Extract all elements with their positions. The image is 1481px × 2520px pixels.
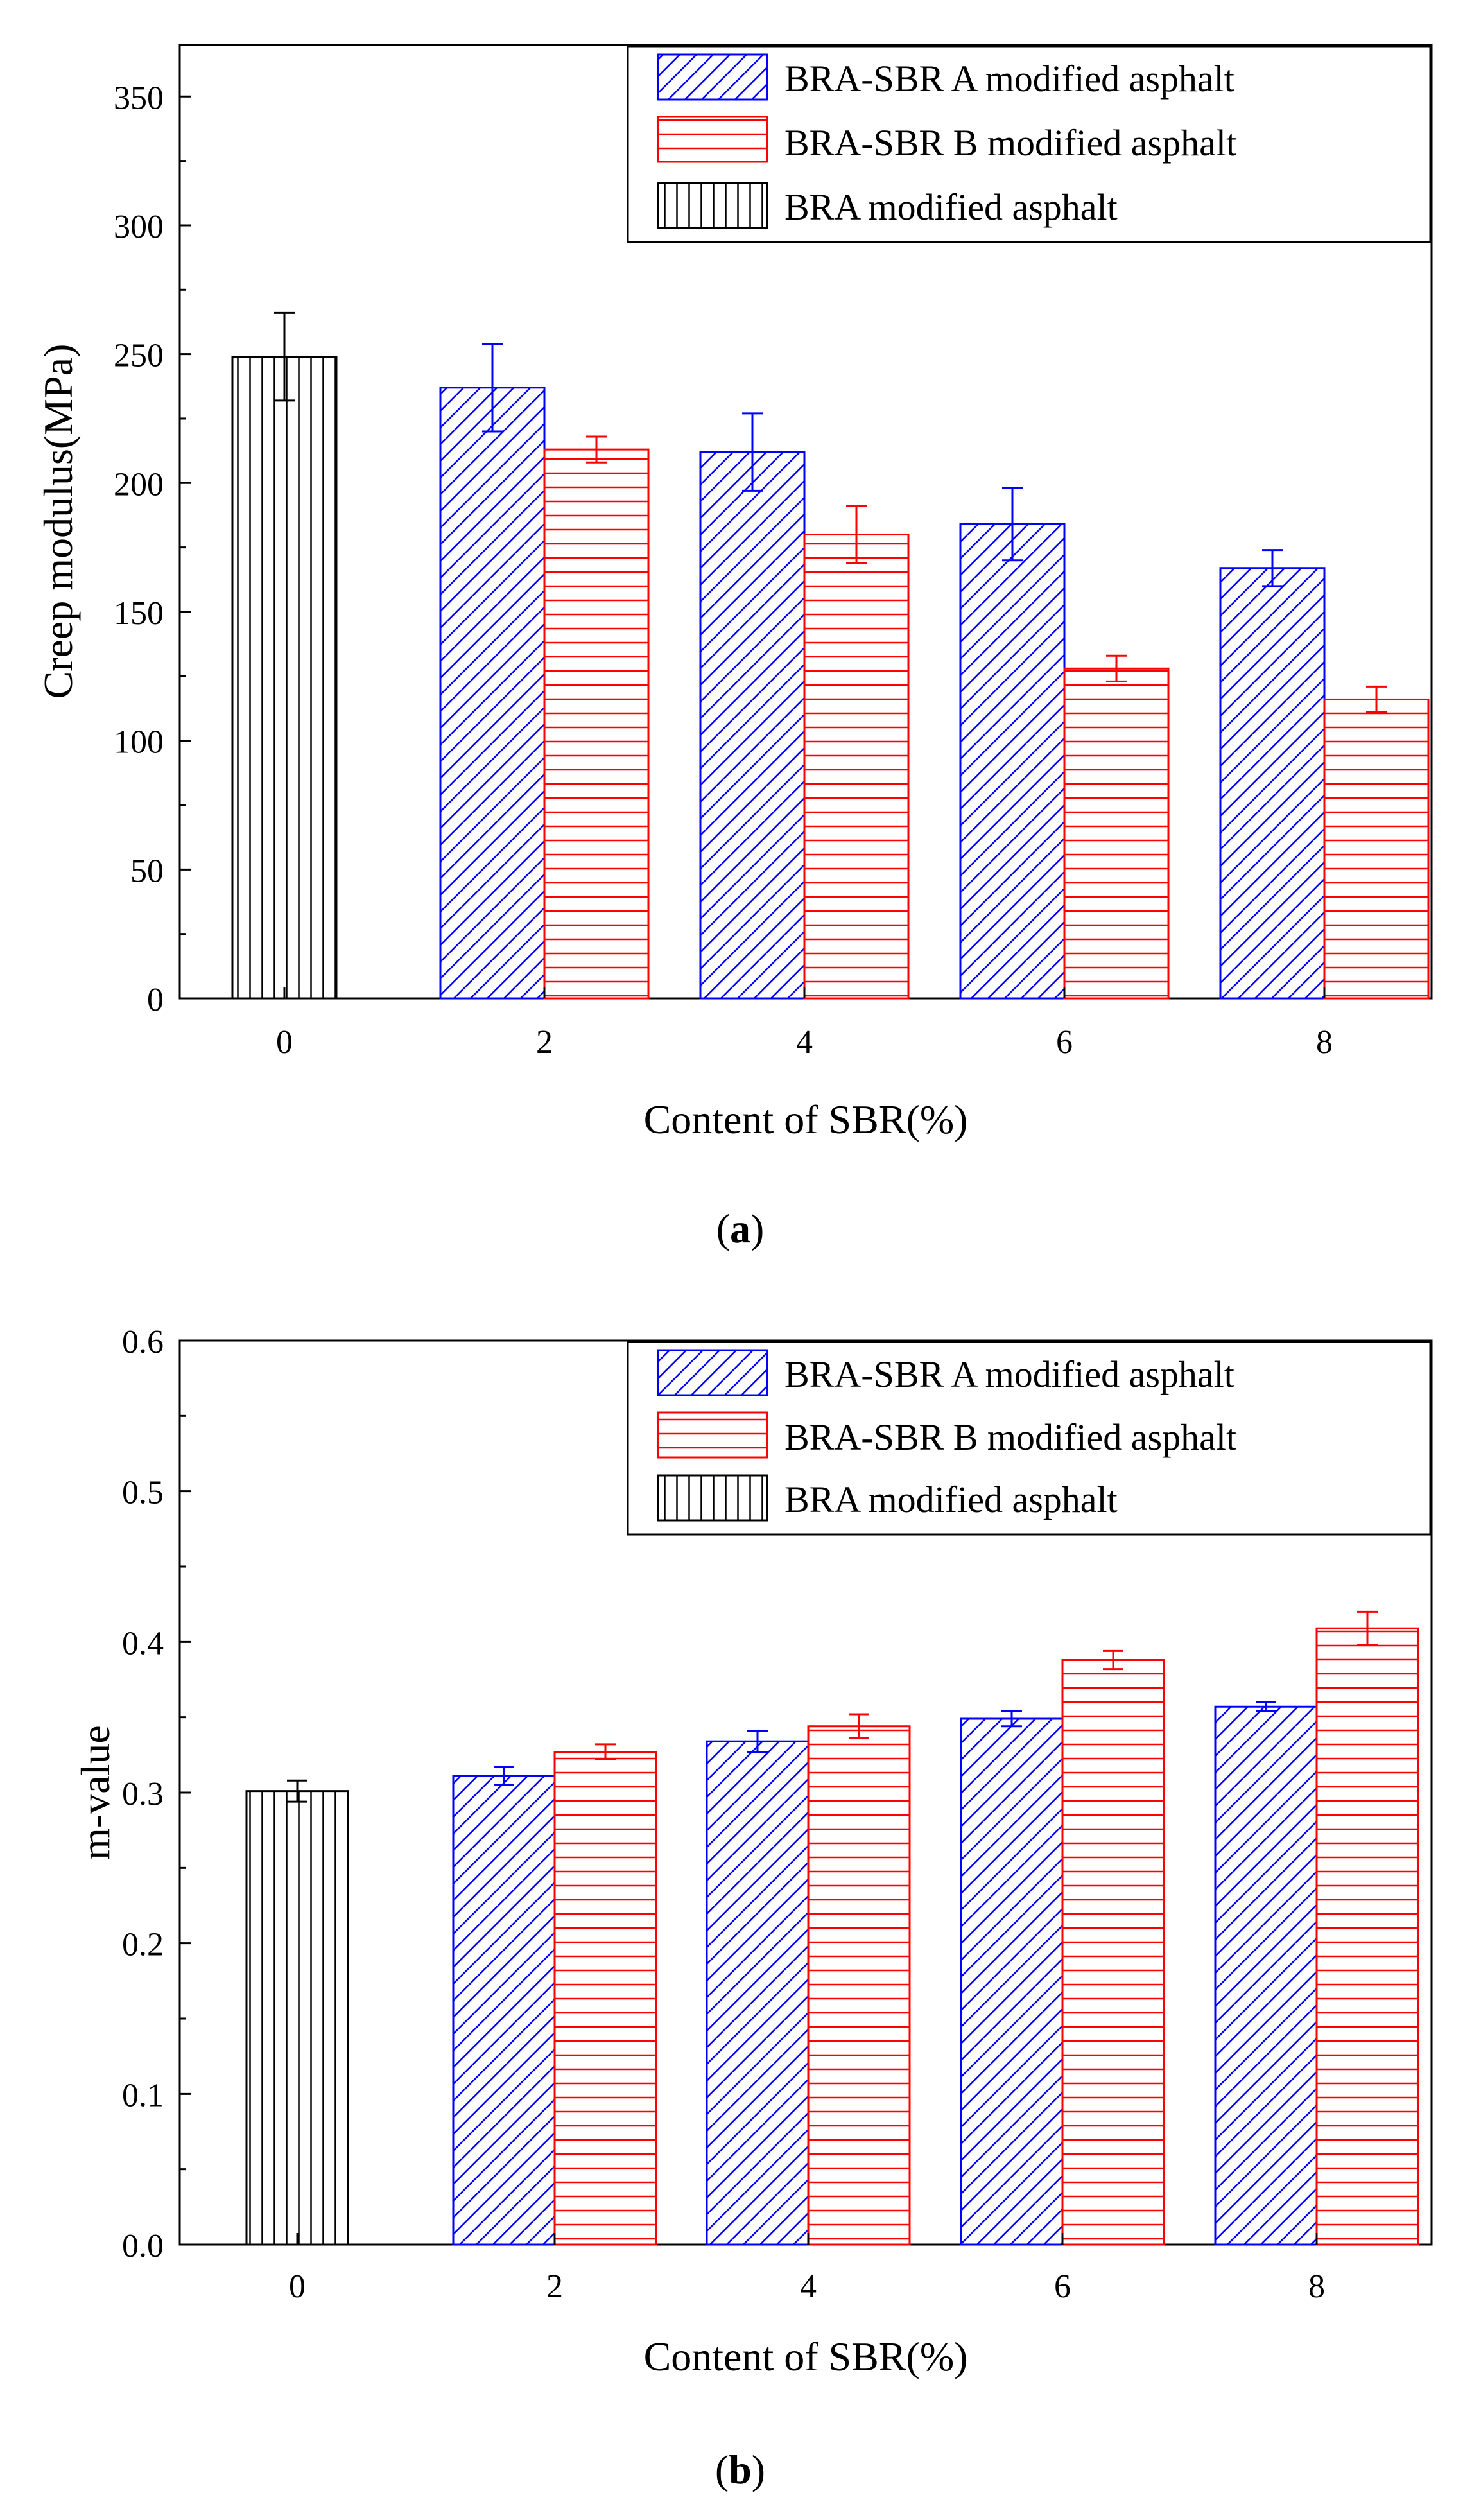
bar-bra-sbr-a-modified-asphalt-8 <box>1214 1705 1318 2246</box>
panel-label: (a) <box>716 1206 765 1251</box>
x-axis-ticks: 0 2 4 6 8 <box>289 2233 1325 2305</box>
bar-bra-sbr-b-modified-asphalt-4 <box>807 1725 911 2246</box>
y-axis-ticks: 0 50 100 150 200 250 300 350 <box>114 80 191 1018</box>
legend-label-series-a: BRA-SBR A modified asphalt <box>784 1353 1234 1395</box>
x-tick-label: 2 <box>546 2268 563 2305</box>
x-tick-label: 8 <box>1316 1024 1333 1061</box>
panel-label-letter: a <box>730 1206 750 1251</box>
error-bar-bra-sbr-b-modified-asphalt-8 <box>1357 1610 1378 1646</box>
x-tick-label: 6 <box>1054 2268 1071 2305</box>
legend-label-series-a: BRA-SBR A modified asphalt <box>784 58 1234 100</box>
y-tick-label: 350 <box>114 80 164 116</box>
legend-swatch-series-b <box>657 116 768 163</box>
x-tick-label: 8 <box>1308 2268 1325 2305</box>
bar-bra-sbr-a-modified-asphalt-4 <box>706 1740 810 2246</box>
error-bar-bra-sbr-a-modified-asphalt-8 <box>1262 549 1283 587</box>
legend-label-series-b: BRA-SBR B modified asphalt <box>784 122 1236 164</box>
error-bar-bra-sbr-b-modified-asphalt-2 <box>595 1743 616 1760</box>
y-axis-ticks: 0.0 0.1 0.2 0.3 0.4 0.5 0.6 <box>122 1324 191 2264</box>
bar-bra-sbr-a-modified-asphalt-2 <box>439 387 546 1000</box>
error-bar-bra-sbr-a-modified-asphalt-8 <box>1256 1701 1276 1712</box>
bar-bra-sbr-b-modified-asphalt-6 <box>1061 1658 1165 2246</box>
y-tick-label: 200 <box>114 466 164 503</box>
legend-swatch-series-a <box>657 53 768 101</box>
y-tick-label: 150 <box>114 595 164 632</box>
error-bar-bra-modified-asphalt-0 <box>274 311 295 402</box>
error-bar-bra-sbr-b-modified-asphalt-2 <box>586 435 607 464</box>
bar-bra-sbr-b-modified-asphalt-4 <box>803 534 910 1000</box>
y-tick-label: 0.3 <box>122 1776 164 1812</box>
panel-label: (b) <box>715 2447 765 2492</box>
x-tick-label: 6 <box>1056 1024 1073 1061</box>
bar-group <box>231 356 1430 1000</box>
y-tick-label: 50 <box>130 853 164 889</box>
y-tick-label: 0.0 <box>122 2228 164 2264</box>
error-bar-bra-sbr-a-modified-asphalt-6 <box>1002 487 1023 562</box>
y-axis-label: Creep modulus(MPa) <box>35 344 81 699</box>
creep-modulus-chart: 0 50 100 150 200 250 300 350 0 2 4 6 8 Creep modulu… <box>35 44 1433 1251</box>
x-tick-label: 0 <box>276 1024 293 1061</box>
y-axis-label: m-value <box>73 1725 118 1860</box>
bar-bra-sbr-a-modified-asphalt-6 <box>960 1717 1064 2246</box>
y-tick-label: 0.6 <box>122 1324 164 1360</box>
y-tick-label: 0.4 <box>122 1625 164 1662</box>
x-axis-label: Content of SBR(%) <box>644 2334 968 2379</box>
bar-bra-modified-asphalt-0 <box>245 1790 349 2246</box>
x-axis-ticks: 0 2 4 6 8 <box>276 987 1333 1061</box>
error-bar-bra-sbr-a-modified-asphalt-4 <box>747 1730 768 1753</box>
bar-bra-sbr-a-modified-asphalt-2 <box>452 1775 556 2246</box>
y-tick-label: 0.1 <box>122 2077 164 2114</box>
bar-group <box>245 1627 1419 2246</box>
x-tick-label: 4 <box>796 1024 813 1061</box>
legend-swatch-series-bra <box>657 1474 768 1522</box>
error-bar-bra-sbr-b-modified-asphalt-6 <box>1106 654 1127 682</box>
bar-bra-sbr-a-modified-asphalt-4 <box>699 451 806 1000</box>
error-bar-bra-sbr-a-modified-asphalt-4 <box>742 412 763 492</box>
error-bar-bra-sbr-a-modified-asphalt-2 <box>482 343 503 433</box>
m-value-chart: 0.0 0.1 0.2 0.3 0.4 0.5 0.6 0 2 4 6 8 m-value Cont… <box>73 1324 1433 2492</box>
bar-bra-modified-asphalt-0 <box>231 356 338 1000</box>
legend: BRA-SBR A modified asphalt BRA-SBR B mod… <box>627 1341 1432 1536</box>
legend-label-series-b: BRA-SBR B modified asphalt <box>784 1416 1236 1458</box>
bar-bra-sbr-b-modified-asphalt-8 <box>1315 1627 1419 2246</box>
panel-label-letter: b <box>729 2447 752 2492</box>
legend-label-series-bra: BRA modified asphalt <box>784 1479 1118 1520</box>
x-tick-label: 0 <box>289 2268 306 2305</box>
y-tick-label: 250 <box>114 338 164 374</box>
bar-bra-sbr-b-modified-asphalt-8 <box>1323 698 1430 1000</box>
bar-bra-sbr-a-modified-asphalt-8 <box>1219 567 1326 1000</box>
x-axis-label: Content of SBR(%) <box>644 1097 968 1142</box>
error-bar-bra-sbr-b-modified-asphalt-4 <box>849 1713 869 1740</box>
legend-swatch-series-a <box>657 1349 768 1396</box>
legend-label-series-bra: BRA modified asphalt <box>784 186 1118 228</box>
x-tick-label: 2 <box>536 1024 553 1061</box>
error-bar-group <box>287 1610 1378 1803</box>
x-tick-label: 4 <box>800 2268 817 2305</box>
error-bar-bra-sbr-a-modified-asphalt-2 <box>494 1766 514 1786</box>
bar-bra-sbr-b-modified-asphalt-6 <box>1063 667 1170 1000</box>
y-tick-label: 100 <box>114 724 164 761</box>
error-bar-bra-sbr-a-modified-asphalt-6 <box>1001 1710 1022 1728</box>
legend-swatch-series-bra <box>657 182 768 229</box>
error-bar-group <box>274 311 1387 713</box>
error-bar-bra-modified-asphalt-0 <box>287 1779 307 1803</box>
y-tick-label: 0 <box>147 982 164 1018</box>
y-tick-label: 300 <box>114 209 164 245</box>
bar-bra-sbr-b-modified-asphalt-2 <box>543 448 650 1000</box>
error-bar-bra-sbr-b-modified-asphalt-8 <box>1366 685 1387 713</box>
y-tick-label: 0.5 <box>122 1475 164 1511</box>
bar-bra-sbr-b-modified-asphalt-2 <box>553 1751 657 2246</box>
error-bar-bra-sbr-b-modified-asphalt-6 <box>1103 1649 1123 1671</box>
y-tick-label: 0.2 <box>122 1927 164 1963</box>
bar-bra-sbr-a-modified-asphalt-6 <box>959 523 1066 1000</box>
error-bar-bra-sbr-b-modified-asphalt-4 <box>846 505 867 564</box>
legend-swatch-series-b <box>657 1411 768 1459</box>
legend: BRA-SBR A modified asphalt BRA-SBR B mod… <box>627 45 1432 243</box>
